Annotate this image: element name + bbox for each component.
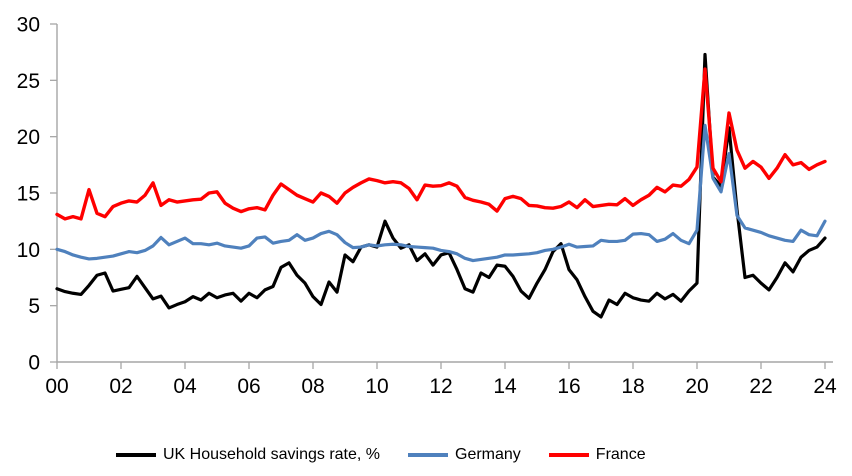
legend-item-uk: UK Household savings rate, % <box>116 445 380 465</box>
y-axis-tick-label: 25 <box>17 70 40 93</box>
x-axis-tick-label: 18 <box>621 375 644 398</box>
uk-series-line-swatch <box>116 453 156 457</box>
series-line-france <box>55 67 827 221</box>
y-axis-tick-label: 10 <box>17 239 40 262</box>
chart-legend: UK Household savings rate, % Germany Fra… <box>0 444 852 466</box>
x-axis-tick-label: 04 <box>173 375 197 398</box>
france-series-line-swatch <box>548 453 589 457</box>
series-line-germany <box>55 123 827 263</box>
legend-item-germany: Germany <box>408 445 521 465</box>
x-axis-tick-label: 24 <box>813 375 837 398</box>
x-axis-tick-label: 06 <box>237 375 260 398</box>
x-axis-tick-label: 08 <box>301 375 324 398</box>
x-axis-tick-label: 16 <box>557 375 580 398</box>
y-axis-tick-label: 15 <box>17 183 40 206</box>
x-axis-tick-label: 14 <box>493 375 517 398</box>
y-axis-tick-label: 30 <box>17 14 40 37</box>
legend-label-uk: UK Household savings rate, % <box>163 446 380 463</box>
x-axis-tick-label: 20 <box>685 375 708 398</box>
x-axis-tick-label: 10 <box>365 375 388 398</box>
y-axis-tick-label: 0 <box>28 352 40 375</box>
x-axis-tick-label: 00 <box>45 375 68 398</box>
series-line-uk <box>55 52 827 319</box>
y-axis-tick-label: 20 <box>17 126 40 149</box>
legend-item-france: France <box>548 445 646 465</box>
x-axis-tick-label: 02 <box>109 375 132 398</box>
legend-label-france: France <box>595 446 646 463</box>
x-axis-tick-label: 12 <box>429 375 452 398</box>
germany-series-line-swatch <box>408 453 448 457</box>
y-axis-tick-label: 5 <box>28 295 40 318</box>
x-axis-tick-label: 22 <box>749 375 772 398</box>
legend-label-germany: Germany <box>455 446 521 463</box>
